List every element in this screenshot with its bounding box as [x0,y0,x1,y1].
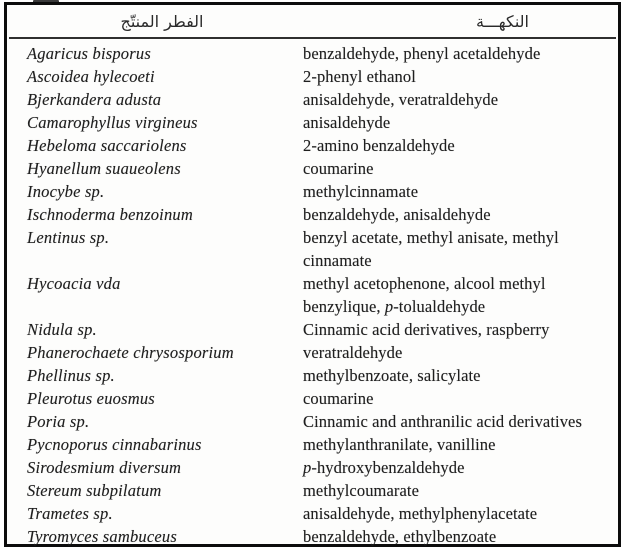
flavor-text: methyl acetophenone, alcool methyl benzy… [303,274,546,316]
species-name: Ascoidea hylecoeti [27,67,155,86]
table-body: Agaricus bisporus benzaldehyde, phenyl a… [7,39,618,548]
species-name: Phellinus sp. [27,366,115,385]
species-name: Inocybe sp. [27,182,105,201]
species-name: Poria sp. [27,412,90,431]
header-divider-line [9,37,616,39]
species-name: Bjerkandera adusta [27,90,162,109]
flavor-text: benzaldehyde, anisaldehyde [303,205,491,224]
species-name: Stereum subpilatum [27,481,162,500]
table-row: Poria sp. Cinnamic and anthranilic acid … [7,410,618,433]
flavor-text: benzaldehyde, phenyl acetaldehyde [303,44,541,63]
flavor-text: coumarine [303,389,374,408]
flavor-text: anisaldehyde, methylphenylacetate [303,504,538,523]
table-row: Stereum subpilatum methylcoumarate [7,479,618,502]
flavor-text: methylcoumarate [303,481,420,500]
flavor-text: p-hydroxybenzaldehyde [303,458,465,477]
species-name: Pycnoporus cinnabarinus [27,435,202,454]
table-row: Hyanellum suaueolens coumarine [7,157,618,180]
table-header-row: الفطر المنتّج النكهـــة [7,5,618,37]
species-name: Camarophyllus virgineus [27,113,198,132]
column-header-fungus: الفطر المنتّج [120,11,204,31]
species-name: Ischnoderma benzoinum [27,205,193,224]
table-row: Tyromyces sambuceus benzaldehyde, ethylb… [7,525,618,548]
species-name: Phanerochaete chrysosporium [27,343,234,362]
table-frame: الفطر المنتّج النكهـــة Agaricus bisporu… [4,2,621,547]
species-name: Nidula sp. [27,320,97,339]
flavor-text: Cinnamic acid derivatives, raspberry [303,320,550,339]
table-row: Camarophyllus virgineus anisaldehyde [7,111,618,134]
flavor-text: veratraldehyde [303,343,403,362]
table-row: Pleurotus euosmus coumarine [7,387,618,410]
flavor-text: anisaldehyde, veratraldehyde [303,90,499,109]
table-row: Phanerochaete chrysosporium veratraldehy… [7,341,618,364]
table-row: Agaricus bisporus benzaldehyde, phenyl a… [7,42,618,65]
flavor-text: methylcinnamate [303,182,419,201]
flavor-text: coumarine [303,159,374,178]
species-name: Trametes sp. [27,504,113,523]
species-name: Hyanellum suaueolens [27,159,181,178]
table-row: Hebeloma saccariolens 2-amino benzaldehy… [7,134,618,157]
flavor-text: 2-amino benzaldehyde [303,136,455,155]
flavor-text: anisaldehyde [303,113,391,132]
species-name: Tyromyces sambuceus [27,527,177,546]
table-row: Bjerkandera adusta anisaldehyde, veratra… [7,88,618,111]
table-row: Ascoidea hylecoeti 2-phenyl ethanol [7,65,618,88]
flavor-text: 2-phenyl ethanol [303,67,416,86]
table-row: Ischnoderma benzoinum benzaldehyde, anis… [7,203,618,226]
table-row: Phellinus sp. methylbenzoate, salicylate [7,364,618,387]
flavor-text: methylanthranilate, vanilline [303,435,496,454]
species-name: Hycoacia vda [27,274,121,293]
flavor-text: benzyl acetate, methyl anisate, methyl c… [303,228,559,270]
species-name: Sirodesmium diversum [27,458,182,477]
table-row: Pycnoporus cinnabarinus methylanthranila… [7,433,618,456]
table-row: Sirodesmium diversum p-hydroxybenzaldehy… [7,456,618,479]
table-row: Lentinus sp. benzyl acetate, methyl anis… [7,226,618,272]
column-header-flavor: النكهـــة [476,11,529,31]
scan-artifact-smudge [33,0,59,3]
flavor-text: methylbenzoate, salicylate [303,366,481,385]
species-name: Agaricus bisporus [27,44,151,63]
species-name: Hebeloma saccariolens [27,136,187,155]
table-row: Nidula sp. Cinnamic acid derivatives, ra… [7,318,618,341]
table-row: Trametes sp. anisaldehyde, methylphenyla… [7,502,618,525]
flavor-text: Cinnamic and anthranilic acid derivative… [303,412,583,431]
species-name: Lentinus sp. [27,228,110,247]
flavor-text: benzaldehyde, ethylbenzoate [303,527,497,546]
species-name: Pleurotus euosmus [27,389,155,408]
table-row: Inocybe sp. methylcinnamate [7,180,618,203]
table-row: Hycoacia vda methyl acetophenone, alcool… [7,272,618,318]
